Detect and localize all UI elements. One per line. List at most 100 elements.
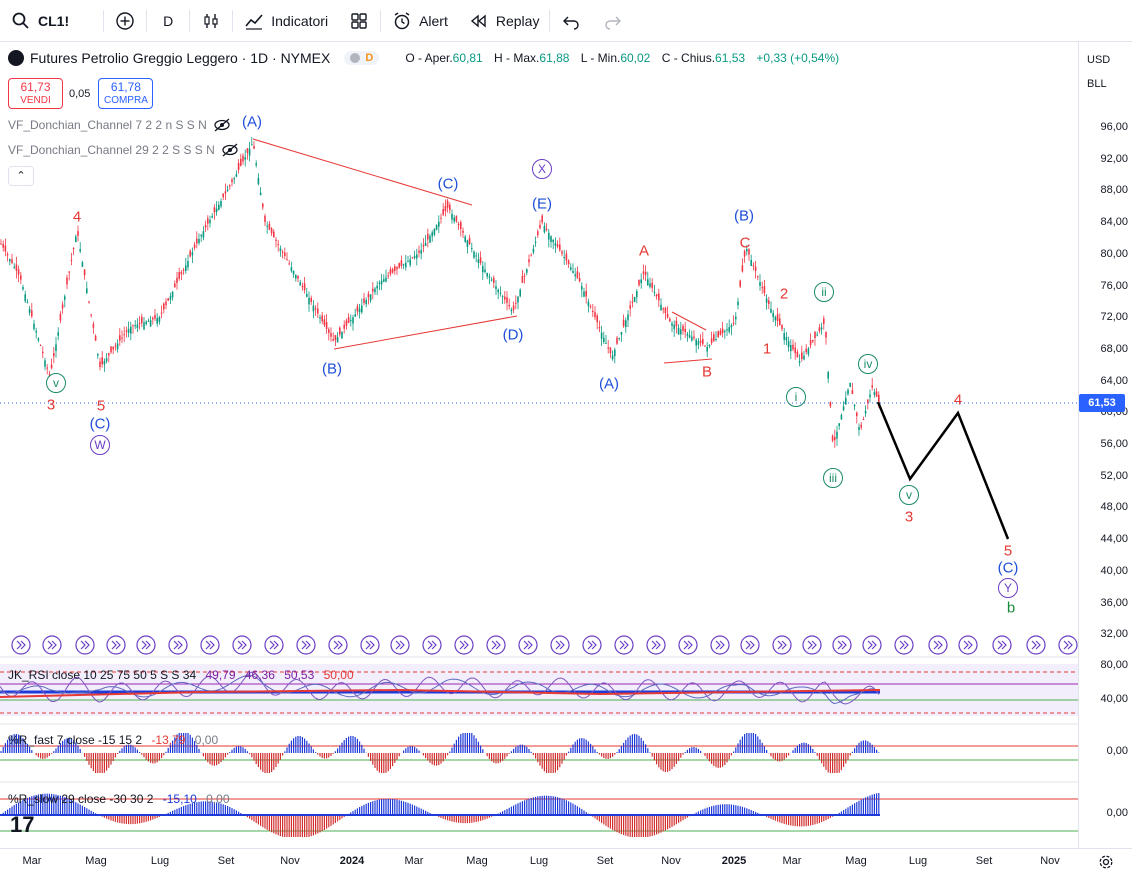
wr-slow-bar	[213, 801, 215, 815]
unit-selector[interactable]: BLL	[1087, 78, 1107, 90]
wr-fast-bar	[715, 753, 717, 768]
wr-slow-bar	[737, 805, 739, 815]
wr-slow-bar	[469, 815, 471, 823]
candle-body	[781, 325, 783, 329]
wr-fast-bar	[433, 753, 435, 766]
candle-body	[603, 337, 605, 343]
wr-slow-bar	[801, 815, 803, 827]
candle-body	[248, 148, 251, 156]
interval-button[interactable]: D	[147, 0, 189, 41]
event-marker-chevron	[997, 640, 1003, 650]
candle-body	[365, 300, 367, 305]
candle-body	[464, 236, 466, 242]
candle-body	[726, 329, 728, 331]
wr-fast-bar	[737, 743, 739, 753]
candle-body	[583, 291, 585, 297]
wr-fast-bar	[442, 753, 444, 762]
wr-slow-bar	[825, 815, 827, 821]
wr-fast-bar	[700, 750, 702, 753]
price-scale[interactable]: USD BLL	[1078, 42, 1132, 848]
settings-gear-icon[interactable]	[1098, 854, 1114, 873]
wr-fast-bar	[9, 737, 11, 753]
candle-body	[312, 305, 315, 312]
candle-body	[70, 259, 73, 261]
wr-slow-bar	[88, 809, 90, 815]
currency-selector[interactable]: USD	[1087, 54, 1111, 66]
wr-slow-bar	[62, 796, 64, 815]
candle-body	[664, 307, 667, 314]
candle-body	[97, 353, 99, 356]
indicators-button[interactable]: Indicatori	[233, 0, 338, 41]
candle-body	[433, 228, 436, 235]
wr-slow-bar	[117, 815, 119, 823]
top-toolbar: CL1! D Indicatori Alert R	[0, 0, 1132, 42]
wr-fast-bar	[541, 753, 543, 769]
wr-slow-bar	[218, 802, 220, 815]
symbol-search-button[interactable]: CL1!	[0, 0, 79, 41]
alert-button[interactable]: Alert	[381, 0, 458, 41]
wr-fast-bar	[601, 753, 603, 757]
wr-fast-bar	[183, 733, 185, 753]
replay-button[interactable]: Replay	[458, 0, 550, 41]
hidden-eye-icon[interactable]	[221, 143, 239, 157]
templates-button[interactable]	[338, 0, 380, 41]
chart-type-button[interactable]	[190, 0, 232, 41]
wr-fast-bar	[279, 753, 281, 760]
wr-slow-legend[interactable]: %R_slow 29 close -30 30 2 -15,10 0,00	[8, 792, 236, 806]
wr-fast-bar	[873, 747, 875, 753]
wr-fast-legend[interactable]: %R_fast 7 close -15 15 2 -13,79 0,00	[8, 733, 224, 747]
wr-slow-bar	[625, 815, 627, 836]
main-legend: Futures Petrolio Greggio Leggero · 1D · …	[8, 50, 847, 66]
wr-slow-bar	[132, 815, 134, 825]
wr-slow-bar	[26, 797, 28, 815]
wr-slow-histogram	[0, 793, 880, 837]
wr-slow-bar	[561, 798, 563, 815]
trade-panel: 61,73 VENDI 0,05 61,78 COMPRA	[8, 78, 154, 109]
candle-body	[543, 225, 546, 233]
sell-button[interactable]: 61,73 VENDI	[8, 78, 63, 109]
candle-body	[499, 292, 502, 294]
wr-slow-bar	[233, 809, 235, 815]
indicator-donchian-2[interactable]: VF_Donchian_Channel 29 2 2 S S S N	[8, 143, 239, 157]
redo-button[interactable]	[592, 0, 634, 41]
market-status-badge[interactable]: D	[344, 51, 380, 65]
indicator-donchian-1[interactable]: VF_Donchian_Channel 7 2 2 n S S N	[8, 118, 231, 132]
wr-fast-bar	[42, 753, 44, 759]
wr-slow-bar	[563, 799, 565, 815]
wr-slow-bar	[849, 805, 851, 815]
wr-slow-bar	[293, 815, 295, 837]
buy-button[interactable]: 61,78 COMPRA	[98, 78, 154, 109]
wr-slow-bar	[730, 804, 732, 815]
hidden-eye-icon[interactable]	[213, 118, 231, 132]
candle-body	[757, 276, 759, 278]
candle-body	[420, 250, 422, 254]
wr-fast-bar	[499, 753, 501, 763]
time-scale[interactable]: Mar Mag Lug Set Nov 2024 Mar Mag Lug Set Nov 2025 Ma…	[0, 848, 1132, 875]
wr-slow-bar	[777, 815, 779, 822]
candle-body	[686, 333, 689, 336]
wr-slow-bar	[108, 815, 110, 820]
wr-slow-bar	[396, 799, 398, 815]
wr-fast-bar	[48, 753, 50, 756]
candle-body	[174, 283, 176, 288]
event-marker-chevron	[559, 640, 565, 650]
wr-slow-bar	[746, 808, 748, 815]
wr-slow-bar	[539, 796, 541, 815]
wr-fast-bar	[763, 746, 765, 753]
wr-fast-bar	[530, 751, 532, 753]
rsi-legend[interactable]: JK_RSI close 10 25 75 50 5 S S 34 49,79 …	[8, 668, 360, 682]
wr-slow-bar	[792, 815, 794, 826]
candle-body	[792, 344, 794, 350]
symbol-title[interactable]: Futures Petrolio Greggio Leggero · 1D · …	[30, 50, 331, 66]
wr-fast-bar	[535, 753, 537, 759]
wr-slow-bar	[706, 807, 708, 815]
compare-button[interactable]	[104, 0, 146, 41]
wr-slow-bar	[867, 796, 869, 815]
wr-fast-bar	[502, 753, 504, 761]
collapse-indicators-button[interactable]: ⌃	[8, 166, 34, 186]
wr-slow-bar	[667, 815, 669, 830]
candle-body	[840, 414, 843, 420]
chart-canvas[interactable]: 17	[0, 42, 1078, 848]
wr-slow-bar	[42, 793, 44, 815]
undo-button[interactable]	[550, 0, 592, 41]
